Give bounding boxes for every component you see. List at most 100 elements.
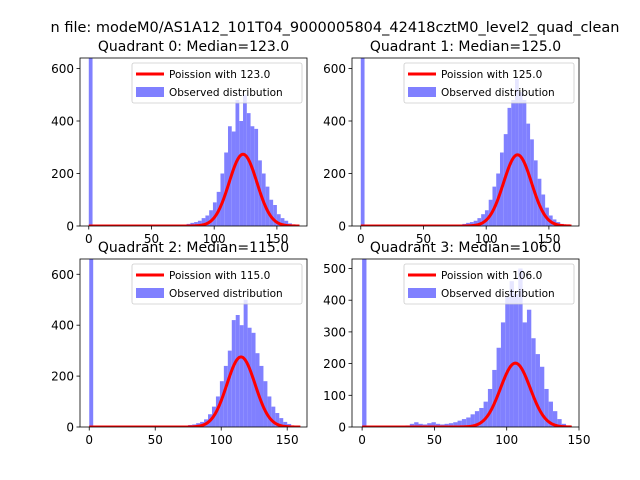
quadrant-1-bar-6 (477, 218, 482, 226)
quadrant-1-frame (351, 57, 580, 227)
quadrant-0-bar-24 (269, 199, 274, 226)
quadrant-2-frame (79, 258, 308, 428)
quadrant-3-bar-21 (492, 369, 497, 427)
quadrant-2-bar-11 (223, 365, 228, 427)
quadrant-3-bar-23 (500, 322, 506, 427)
quadrant-0-legend-box (131, 62, 303, 104)
quadrant-3-panel: 0 50 100 150 0 100 200 300 400 500 Quadrant 3: Med… (323, 240, 590, 447)
quadrant-1-bar-7 (481, 214, 485, 226)
quadrant-0-bar-5 (197, 220, 202, 226)
quadrant-2-bar-23 (271, 406, 276, 427)
quadrant-0-bar-28 (284, 220, 289, 226)
quadrant-1-legend: Poission with 125.0 Observed distribution (403, 62, 575, 104)
quadrant-0-bar-27 (280, 218, 285, 226)
quadrant-3-bar-22 (496, 347, 501, 427)
quadrant-0-xtick-label-2: 100 (203, 232, 226, 246)
quadrant-3-bar-7 (431, 422, 436, 427)
quadrant-3-bar-19 (483, 401, 488, 427)
quadrant-1-xtick-label-0: 0 (357, 232, 365, 246)
quadrant-0-bar-26 (276, 214, 281, 226)
quadrant-0-plot-area (87, 58, 301, 226)
quadrant-0-bar-23 (265, 186, 270, 226)
quadrant-2-bar-14 (235, 315, 240, 427)
quadrant-3-bar-18 (479, 407, 484, 427)
quadrant-0-bar-25 (273, 205, 277, 226)
quadrant-3-xtick-label-2: 100 (495, 433, 518, 447)
quadrant-2-legend-bar-swatch (136, 288, 164, 298)
quadrant-3-bar-35 (552, 411, 558, 427)
quadrant-0-bar-9 (212, 202, 217, 226)
quadrant-3-bar-4 (418, 423, 423, 427)
quadrant-3-bar-24 (505, 297, 510, 427)
quadrant-2-xtick-label-3: 150 (276, 433, 299, 447)
quadrant-2-bar-20 (259, 365, 264, 427)
quadrant-1-bar-15 (511, 100, 516, 226)
quadrant-3-bar-16 (470, 414, 475, 427)
quadrant-2-bar-12 (227, 350, 232, 427)
quadrant-3-ytick-label-5: 500 (323, 262, 346, 276)
quadrant-2-bar-15 (239, 325, 244, 427)
quadrant-0-bar-0 (88, 58, 93, 226)
quadrant-3-legend: Poission with 106.0 Observed distribution (403, 263, 575, 305)
quadrant-1-ytick-label-0: 0 (338, 220, 346, 234)
quadrant-0-ytick-label-2: 400 (51, 115, 74, 129)
quadrant-0-bar-16 (239, 121, 244, 226)
quadrant-3-ytick-label-0: 0 (338, 421, 346, 435)
figure-suptitle: n file: modeM0/AS1A12_101T04_9000005804_… (51, 20, 620, 36)
quadrant-2-panel: 0 50 100 150 0 200 400 600 Quadrant 2: Median=11… (51, 240, 308, 447)
quadrant-2-bar-21 (263, 381, 268, 427)
quadrant-1-xtick-label-1: 50 (416, 232, 431, 246)
quadrant-0-bar-4 (194, 222, 198, 226)
quadrant-0-xtick-label-1: 50 (144, 232, 159, 246)
quadrant-3-bar-8 (435, 423, 441, 427)
quadrant-2-xtick-label-2: 100 (210, 433, 233, 447)
quadrant-2-bar-0 (89, 259, 94, 427)
quadrant-0-ytick-label-1: 200 (51, 167, 74, 181)
quadrant-1-legend-label-fit: Poission with 125.0 (441, 69, 542, 81)
quadrant-2-legend-box (131, 263, 303, 305)
quadrant-3-xtick-label-1: 50 (427, 433, 442, 447)
quadrant-1-title: Quadrant 1: Median=125.0 (370, 39, 561, 55)
quadrant-1-bar-4 (469, 222, 474, 226)
quadrant-1-bar-17 (518, 92, 523, 226)
quadrant-3-bar-6 (427, 423, 432, 427)
quadrant-3-legend-label-observed: Observed distribution (441, 288, 555, 300)
quadrant-1-legend-box (403, 62, 575, 104)
quadrant-2-bar-17 (247, 327, 252, 427)
quadrant-3-bar-2 (409, 423, 415, 427)
quadrant-3-bar-14 (461, 419, 467, 427)
quadrant-0-legend-label-observed: Observed distribution (169, 87, 283, 99)
quadrant-0-ytick-label-0: 0 (66, 220, 74, 234)
quadrant-0-legend: Poission with 123.0 Observed distribution (131, 62, 303, 104)
quadrant-1-ytick-label-1: 200 (323, 167, 346, 181)
quadrant-3-bar-10 (444, 423, 449, 427)
quadrant-3-bar-17 (474, 411, 480, 427)
quadrant-1-xtick-label-2: 100 (475, 232, 498, 246)
quadrant-2-bar-24 (275, 413, 280, 427)
quadrant-0-bar-18 (246, 113, 251, 226)
quadrant-0-bar-7 (205, 215, 210, 226)
quadrant-3-bar-27 (518, 268, 523, 427)
quadrant-0-title: Quadrant 0: Median=123.0 (98, 39, 289, 55)
quadrant-2-bar-22 (267, 396, 272, 427)
quadrant-2-poisson-line (88, 355, 302, 427)
quadrant-2-legend: Poission with 115.0 Observed distribution (131, 263, 303, 305)
quadrant-1-bar-0 (360, 58, 365, 226)
quadrant-2-xtick-label-1: 50 (148, 433, 163, 447)
quadrant-3-title: Quadrant 3: Median=106.0 (370, 240, 561, 256)
quadrant-1-bar-5 (473, 220, 478, 226)
quadrant-2-title: Quadrant 2: Median=115.0 (98, 240, 289, 256)
quadrant-2-bar-26 (283, 421, 288, 427)
quadrant-3-legend-label-fit: Poission with 106.0 (441, 270, 542, 282)
quadrant-3-ytick-label-4: 400 (323, 294, 346, 308)
quadrant-2-ytick-label-1: 200 (51, 370, 74, 384)
quadrant-0-ytick-label-3: 600 (51, 62, 74, 76)
quadrant-3-bar-36 (557, 419, 562, 427)
quadrant-2-bar-13 (231, 320, 236, 427)
quadrant-1-panel: 0 50 100 150 0 200 400 600 Quadrant 1: Median=12… (323, 39, 580, 246)
quadrant-0-legend-bar-swatch (136, 87, 164, 97)
quadrant-1-ytick-label-2: 400 (323, 115, 346, 129)
quadrant-0-bar-19 (250, 126, 255, 226)
quadrant-0-xtick-label-0: 0 (85, 232, 93, 246)
